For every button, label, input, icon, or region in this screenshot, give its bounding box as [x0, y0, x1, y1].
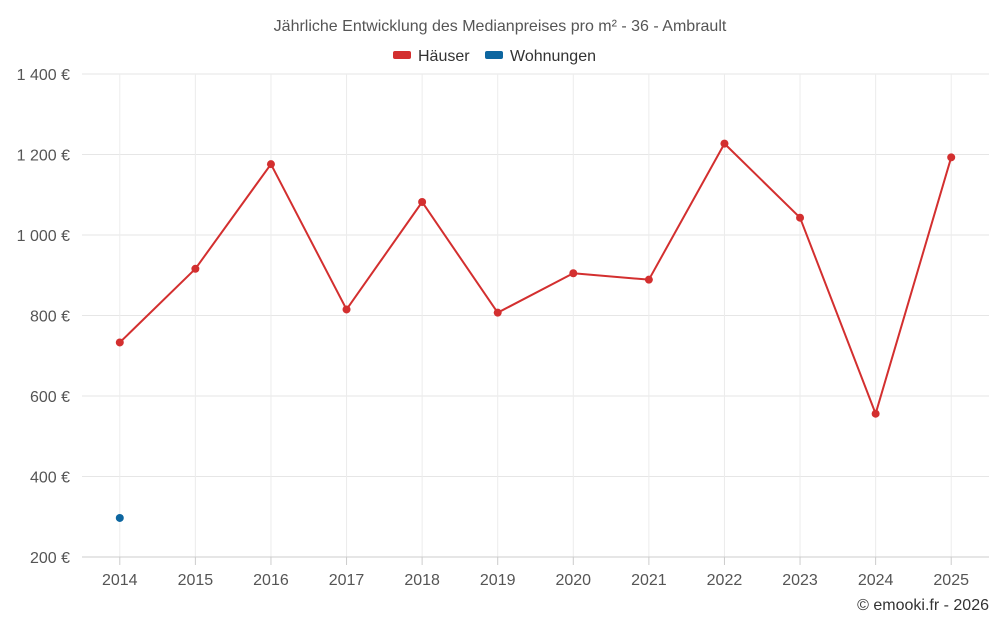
x-tick-label: 2019 [480, 572, 516, 589]
chart-title: Jährliche Entwicklung des Medianpreises … [274, 18, 727, 35]
x-tick-label: 2015 [178, 572, 214, 589]
data-point[interactable] [493, 308, 502, 317]
data-point[interactable] [418, 197, 427, 206]
x-tick-label: 2020 [555, 572, 591, 589]
data-point[interactable] [266, 160, 275, 169]
data-point[interactable] [569, 269, 578, 278]
x-tick-label: 2022 [707, 572, 743, 589]
legend-swatch-wohnungen [485, 51, 503, 59]
x-tick-label: 2023 [782, 572, 818, 589]
x-tick-label: 2025 [933, 572, 969, 589]
grid [82, 73, 989, 557]
data-point[interactable] [342, 305, 351, 314]
x-tick-label: 2014 [102, 572, 138, 589]
series [115, 139, 956, 522]
credit: © emooki.fr - 2026 [857, 597, 989, 614]
legend: Häuser Wohnungen [393, 48, 596, 65]
data-point[interactable] [947, 153, 956, 162]
series-line [119, 142, 953, 415]
x-tick-label: 2016 [253, 572, 289, 589]
legend-label-wohnungen: Wohnungen [510, 48, 596, 65]
legend-swatch-haeuser [393, 51, 411, 59]
series-wohnungen [115, 513, 124, 522]
x-tick-label: 2024 [858, 572, 894, 589]
series-häuser [115, 139, 956, 418]
legend-item-wohnungen[interactable]: Wohnungen [485, 48, 596, 65]
data-point[interactable] [796, 213, 805, 222]
y-tick-label: 1 000 € [17, 228, 70, 245]
data-point[interactable] [644, 275, 653, 284]
x-tick-label: 2018 [404, 572, 440, 589]
y-tick-label: 400 € [30, 470, 70, 487]
data-point[interactable] [720, 139, 729, 148]
data-point[interactable] [191, 264, 200, 273]
y-axis-ticks: 200 € 400 € 600 € 800 € 1 000 € 1 200 € 1 400 … [17, 67, 70, 567]
y-tick-label: 1 200 € [17, 148, 70, 165]
y-tick-label: 600 € [30, 389, 70, 406]
axes [82, 556, 989, 565]
data-point[interactable] [871, 409, 880, 418]
y-tick-label: 200 € [30, 550, 70, 567]
y-tick-label: 800 € [30, 309, 70, 326]
data-point[interactable] [115, 513, 124, 522]
y-tick-label: 1 400 € [17, 67, 70, 84]
x-tick-label: 2021 [631, 572, 667, 589]
legend-label-haeuser: Häuser [418, 48, 470, 65]
legend-item-haeuser[interactable]: Häuser [393, 48, 470, 65]
x-axis-ticks: 2014 2015 2016 2017 2018 2019 2020 2021 2022 2023… [102, 572, 969, 589]
data-point[interactable] [115, 338, 124, 347]
x-tick-label: 2017 [329, 572, 365, 589]
